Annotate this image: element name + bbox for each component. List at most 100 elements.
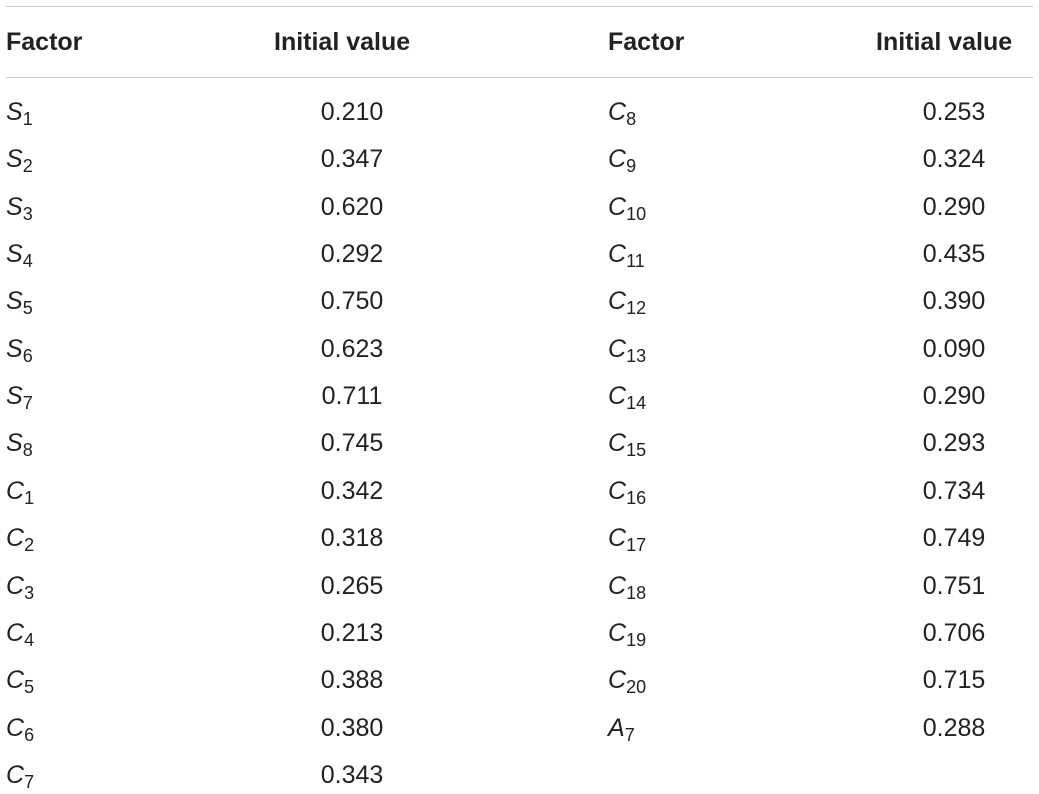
factor-letter: S xyxy=(6,382,23,410)
factor-cell: S6 xyxy=(6,334,33,365)
factor-cell: C2 xyxy=(6,523,35,555)
factor-letter: C xyxy=(608,429,627,457)
factor-subscript: 2 xyxy=(24,535,35,555)
factor-subscript: 15 xyxy=(626,440,647,460)
initial-value-cell: 0.343 xyxy=(320,761,384,789)
factor-letter: C xyxy=(6,714,25,742)
initial-value-cell: 0.293 xyxy=(922,429,986,457)
factor-cell: C9 xyxy=(608,144,637,176)
factor-letter: S xyxy=(6,98,23,126)
factor-subscript: 3 xyxy=(24,583,35,603)
initial-value-cell: 0.380 xyxy=(320,714,384,742)
factor-subscript: 7 xyxy=(24,772,35,792)
factor-letter: S xyxy=(6,429,23,457)
factor-subscript: 4 xyxy=(24,630,35,650)
initial-value-cell: 0.751 xyxy=(922,572,986,600)
initial-value-cell: 0.750 xyxy=(320,287,384,315)
factor-letter: S xyxy=(6,145,23,173)
initial-value-cell: 0.388 xyxy=(320,666,384,694)
initial-value-cell: 0.745 xyxy=(320,429,384,457)
factor-cell: S4 xyxy=(6,239,33,271)
initial-value-cell: 0.711 xyxy=(321,382,383,410)
factor-subscript: 12 xyxy=(626,298,647,318)
factor-cell: C7 xyxy=(6,760,35,792)
factor-cell: A7 xyxy=(608,713,635,745)
factor-cell: C8 xyxy=(608,97,636,128)
factor-letter: C xyxy=(608,382,627,410)
factor-letter: C xyxy=(608,524,627,552)
initial-value-cell: 0.265 xyxy=(320,572,384,600)
factor-subscript: 13 xyxy=(626,346,647,366)
factor-cell: S2 xyxy=(6,144,33,176)
factor-cell: C17 xyxy=(608,523,647,555)
factor-subscript: 4 xyxy=(22,251,33,271)
factor-letter: C xyxy=(6,572,25,600)
factor-cell: S7 xyxy=(6,381,33,413)
factor-cell: C11 xyxy=(608,239,645,271)
factor-subscript: 16 xyxy=(626,488,647,508)
factor-subscript: 5 xyxy=(22,298,33,318)
factor-subscript: 3 xyxy=(22,204,33,224)
initial-value-cell: 0.706 xyxy=(922,619,986,647)
initial-value-cell: 0.342 xyxy=(320,477,384,505)
factor-letter: C xyxy=(608,619,627,647)
factor-letter: S xyxy=(6,240,23,268)
factor-cell: S8 xyxy=(6,428,33,459)
factor-subscript: 7 xyxy=(624,725,635,745)
factor-cell: C16 xyxy=(608,476,647,508)
header-initial-value-right: Initial value xyxy=(876,28,1013,56)
factor-subscript: 5 xyxy=(24,677,35,697)
factor-cell: C12 xyxy=(608,286,647,318)
initial-value-cell: 0.734 xyxy=(922,477,986,505)
factor-cell: C13 xyxy=(608,334,647,366)
factor-subscript: 1 xyxy=(22,109,33,129)
factor-subscript: 9 xyxy=(626,156,637,176)
factor-cell: C18 xyxy=(608,571,647,603)
factor-letter: C xyxy=(6,666,25,694)
factor-cell: C5 xyxy=(6,665,35,697)
initial-value-cell: 0.213 xyxy=(320,619,384,647)
factor-cell: S3 xyxy=(6,192,33,224)
factor-letter: A xyxy=(608,714,625,742)
factor-letter: C xyxy=(608,145,627,173)
factor-letter: C xyxy=(608,335,627,363)
header-factor-right: Factor xyxy=(608,28,685,56)
factor-subscript: 18 xyxy=(626,583,647,603)
factor-subscript: 14 xyxy=(626,393,647,413)
initial-value-cell: 0.715 xyxy=(922,666,986,694)
initial-value-cell: 0.324 xyxy=(922,145,986,173)
factor-cell: C20 xyxy=(608,665,646,696)
factor-cell: C3 xyxy=(6,571,35,603)
initial-value-cell: 0.318 xyxy=(320,524,384,552)
header-factor-left: Factor xyxy=(6,28,83,56)
initial-value-cell: 0.347 xyxy=(320,145,384,173)
factor-letter: C xyxy=(6,524,25,552)
factor-letter: C xyxy=(608,572,627,600)
factor-letter: C xyxy=(608,666,627,694)
factor-letter: C xyxy=(6,619,25,647)
factor-subscript: 2 xyxy=(22,156,33,176)
factor-letter: S xyxy=(6,287,23,315)
factor-letter: S xyxy=(6,193,23,221)
factor-cell: C6 xyxy=(6,713,35,745)
initial-value-cell: 0.290 xyxy=(922,193,986,221)
initial-value-cell: 0.620 xyxy=(320,193,384,221)
factor-cell: C1 xyxy=(6,476,35,508)
header-initial-value-left: Initial value xyxy=(274,28,411,56)
factor-cell: C4 xyxy=(6,618,35,650)
factor-letter: S xyxy=(6,335,23,363)
factor-subscript: 10 xyxy=(626,204,647,224)
factor-letter: C xyxy=(608,287,627,315)
factor-letter: C xyxy=(6,761,25,789)
factor-subscript: 7 xyxy=(22,393,33,413)
factor-letter: C xyxy=(6,477,25,505)
initial-value-cell: 0.435 xyxy=(922,240,986,268)
header-rule xyxy=(6,77,1033,78)
factor-cell: S1 xyxy=(6,97,33,129)
factor-cell: C19 xyxy=(608,618,646,649)
factor-subscript: 6 xyxy=(24,725,35,745)
factor-subscript: 11 xyxy=(626,251,645,271)
factor-subscript: 1 xyxy=(24,488,35,508)
factor-subscript: 17 xyxy=(626,535,647,555)
